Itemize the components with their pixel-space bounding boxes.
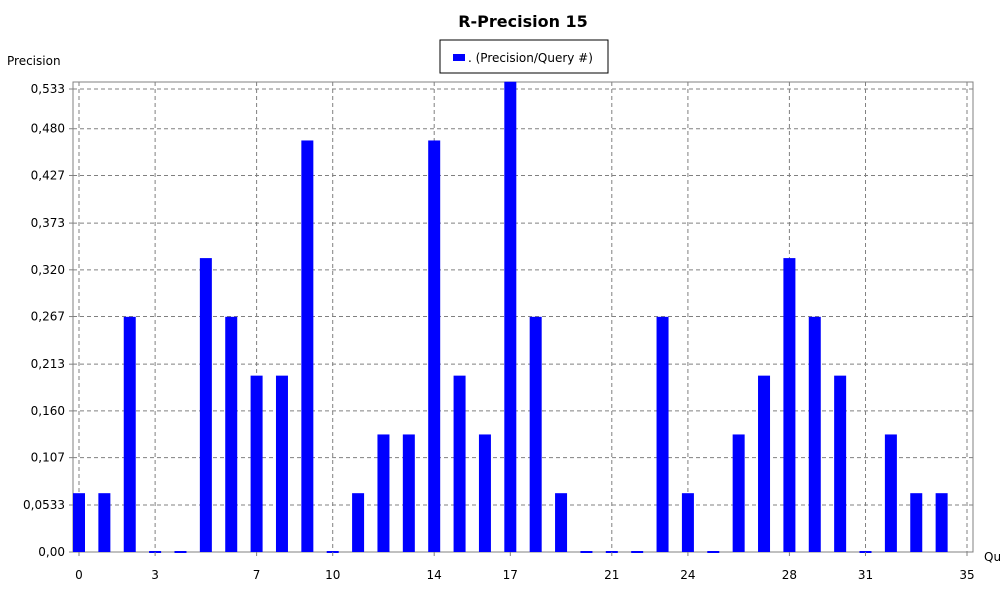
bar <box>174 551 187 553</box>
bar <box>529 316 542 552</box>
bar <box>301 140 314 552</box>
bar <box>73 493 85 552</box>
legend-box <box>439 39 609 74</box>
x-tick-label: 3 <box>151 568 159 582</box>
bar <box>656 316 669 552</box>
bar <box>935 493 948 552</box>
x-axis-label: Qu <box>984 550 1000 564</box>
bar <box>808 316 821 552</box>
bars <box>73 81 948 553</box>
bar <box>352 493 365 552</box>
bar <box>732 434 745 552</box>
y-tick-label: 0,107 <box>31 451 65 465</box>
bar <box>555 493 568 552</box>
bar <box>783 258 796 552</box>
x-tick-label: 10 <box>325 568 340 582</box>
y-tick-label: 0,533 <box>31 82 65 96</box>
y-tick-label: 0,00 <box>38 545 65 559</box>
tick-labels: 0,00 0,0533 0,107 0,160 0,213 0,267 0,320 0,373… <box>23 82 975 582</box>
y-tick-label: 0,373 <box>31 216 65 230</box>
legend-swatch <box>453 54 465 61</box>
legend-label: . (Precision/Query #) <box>468 51 593 65</box>
y-tick-label: 0,480 <box>31 122 65 136</box>
chart-title: R-Precision 15 <box>458 12 588 31</box>
bar <box>377 434 390 552</box>
y-tick-label: 0,213 <box>31 357 65 371</box>
y-tick-label: 0,0533 <box>23 498 65 512</box>
bar <box>199 258 212 552</box>
bar <box>884 434 897 552</box>
x-tick-label: 35 <box>959 568 974 582</box>
x-tick-label: 21 <box>604 568 619 582</box>
y-tick-label: 0,427 <box>31 168 65 182</box>
bar <box>250 375 263 552</box>
x-tick-label: 14 <box>427 568 442 582</box>
bar <box>402 434 415 552</box>
x-tick-label: 31 <box>858 568 873 582</box>
x-tick-label: 28 <box>782 568 797 582</box>
bar <box>428 140 441 552</box>
bar <box>580 551 593 553</box>
y-tick-label: 0,267 <box>31 310 65 324</box>
bar <box>910 493 923 552</box>
y-tick-label: 0,160 <box>31 404 65 418</box>
bar <box>834 375 847 552</box>
y-axis-label: Precision <box>7 54 61 68</box>
x-tick-label: 7 <box>253 568 261 582</box>
bar <box>123 316 136 552</box>
axes <box>69 88 968 556</box>
x-tick-label: 24 <box>680 568 695 582</box>
bar <box>225 316 238 552</box>
y-tick-label: 0,320 <box>31 263 65 277</box>
bar <box>478 434 491 552</box>
bar <box>758 375 771 552</box>
bar <box>275 375 288 552</box>
bar <box>453 375 466 552</box>
bar <box>681 493 694 552</box>
bar <box>504 81 517 552</box>
x-tick-label: 0 <box>75 568 83 582</box>
bar <box>98 493 111 552</box>
legend: . (Precision/Query #) <box>439 39 609 74</box>
x-tick-label: 17 <box>503 568 518 582</box>
bar <box>631 551 644 553</box>
bar <box>707 551 720 553</box>
